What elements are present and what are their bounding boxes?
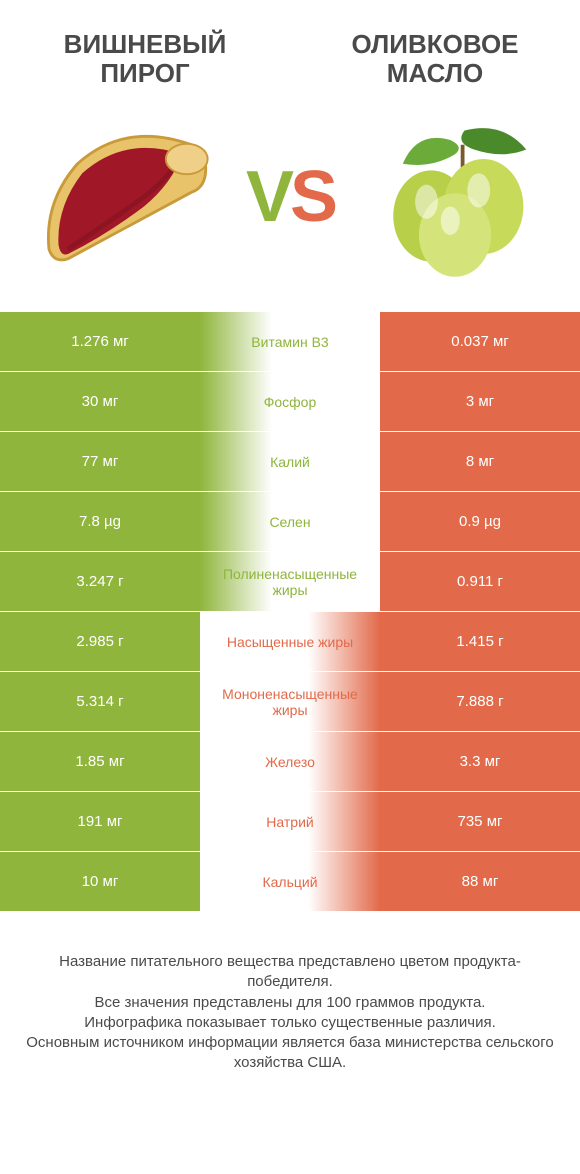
comparison-table: 1.276 мгВитамин B30.037 мг30 мгФосфор3 м… — [0, 312, 580, 912]
table-row: 191 мгНатрий735 мг — [0, 792, 580, 852]
vs-label: VS — [246, 161, 334, 233]
nutrient-label: Витамин B3 — [200, 312, 380, 372]
left-value: 10 мг — [0, 852, 200, 912]
olive-icon — [360, 112, 550, 282]
left-value: 5.314 г — [0, 672, 200, 732]
nutrient-label: Железо — [200, 732, 380, 792]
footer-line: Инфографика показывает только существенн… — [20, 1013, 560, 1033]
nutrient-label: Мононенасыщенные жиры — [200, 672, 380, 732]
right-value: 3 мг — [380, 372, 580, 432]
vs-v: V — [246, 157, 290, 237]
nutrient-label: Калий — [200, 432, 380, 492]
right-value: 8 мг — [380, 432, 580, 492]
table-row: 30 мгФосфор3 мг — [0, 372, 580, 432]
left-value: 2.985 г — [0, 612, 200, 672]
left-title: ВИШНЕВЫЙ ПИРОГ — [30, 30, 260, 87]
left-value: 77 мг — [0, 432, 200, 492]
hero-row: VS — [0, 102, 580, 312]
right-value: 0.911 г — [380, 552, 580, 612]
right-title: ОЛИВКОВОЕ МАСЛО — [320, 30, 550, 87]
left-value: 1.85 мг — [0, 732, 200, 792]
left-value: 191 мг — [0, 792, 200, 852]
left-value: 3.247 г — [0, 552, 200, 612]
left-value: 30 мг — [0, 372, 200, 432]
table-row: 77 мгКалий8 мг — [0, 432, 580, 492]
right-value: 88 мг — [380, 852, 580, 912]
footer-line: Все значения представлены для 100 граммо… — [20, 993, 560, 1013]
right-value: 3.3 мг — [380, 732, 580, 792]
pie-icon — [30, 112, 220, 282]
nutrient-label: Селен — [200, 492, 380, 552]
table-row: 5.314 гМононенасыщенные жиры7.888 г — [0, 672, 580, 732]
table-row: 2.985 гНасыщенные жиры1.415 г — [0, 612, 580, 672]
right-value: 0.037 мг — [380, 312, 580, 372]
left-value: 1.276 мг — [0, 312, 200, 372]
right-value: 1.415 г — [380, 612, 580, 672]
right-value: 7.888 г — [380, 672, 580, 732]
vs-s: S — [290, 157, 334, 237]
footer-notes: Название питательного вещества представл… — [0, 912, 580, 1074]
nutrient-label: Кальций — [200, 852, 380, 912]
right-value: 735 мг — [380, 792, 580, 852]
nutrient-label: Фосфор — [200, 372, 380, 432]
left-value: 7.8 µg — [0, 492, 200, 552]
nutrient-label: Натрий — [200, 792, 380, 852]
table-row: 1.85 мгЖелезо3.3 мг — [0, 732, 580, 792]
table-row: 10 мгКальций88 мг — [0, 852, 580, 912]
footer-line: Название питательного вещества представл… — [20, 952, 560, 993]
titles-row: ВИШНЕВЫЙ ПИРОГ ОЛИВКОВОЕ МАСЛО — [0, 0, 580, 102]
right-value: 0.9 µg — [380, 492, 580, 552]
table-row: 3.247 гПолиненасыщенные жиры0.911 г — [0, 552, 580, 612]
table-row: 7.8 µgСелен0.9 µg — [0, 492, 580, 552]
footer-line: Основным источником информации является … — [20, 1033, 560, 1074]
nutrient-label: Полиненасыщенные жиры — [200, 552, 380, 612]
table-row: 1.276 мгВитамин B30.037 мг — [0, 312, 580, 372]
nutrient-label: Насыщенные жиры — [200, 612, 380, 672]
